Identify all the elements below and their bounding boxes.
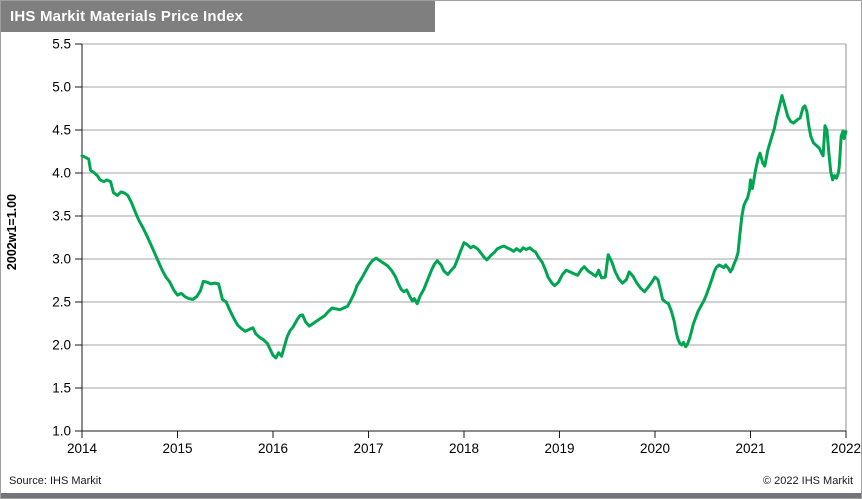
y-tick-label: 3.5 [52, 209, 71, 224]
y-tick-label: 4.5 [52, 123, 71, 138]
source-note: Source: IHS Markit [9, 475, 102, 487]
x-tick-label: 2016 [258, 441, 288, 456]
x-tick-label: 2015 [162, 441, 192, 456]
bottom-bar [1, 493, 861, 498]
y-tick-label: 1.5 [52, 381, 71, 396]
x-tick-label: 2022 [831, 441, 861, 456]
x-tick-label: 2017 [353, 441, 383, 456]
axis-ticks [75, 43, 847, 438]
price-index-series [80, 94, 848, 360]
page-title: IHS Markit Materials Price Index [10, 8, 244, 25]
x-tick-label: 2018 [449, 441, 479, 456]
copyright-note: © 2022 IHS Markit [762, 475, 853, 487]
y-tick-label: 2.5 [52, 295, 71, 310]
y-tick-label: 4.0 [52, 166, 71, 181]
y-axis-title: 2002w1=1.00 [5, 193, 19, 271]
y-tick-label: 5.5 [52, 37, 71, 52]
plot-frame [81, 44, 847, 432]
price-index-line [80, 94, 848, 360]
y-tick-label: 1.0 [52, 424, 71, 439]
y-tick-label: 3.0 [52, 252, 71, 267]
y-tick-labels: 1.0 1.5 2.0 2.5 3.0 3.5 4.0 4.5 5.0 5.5 [52, 37, 71, 439]
x-tick-label: 2019 [544, 441, 574, 456]
x-tick-label: 2014 [67, 441, 98, 456]
gridlines [82, 43, 846, 389]
y-tick-label: 5.0 [52, 80, 71, 95]
title-bar: IHS Markit Materials Price Index [1, 1, 435, 32]
x-tick-label: 2020 [640, 441, 670, 456]
x-tick-label: 2021 [735, 441, 765, 456]
x-tick-labels: 2014 2015 2016 2017 2018 2019 2020 2021 2022 [67, 441, 861, 456]
y-tick-label: 2.0 [52, 338, 71, 353]
